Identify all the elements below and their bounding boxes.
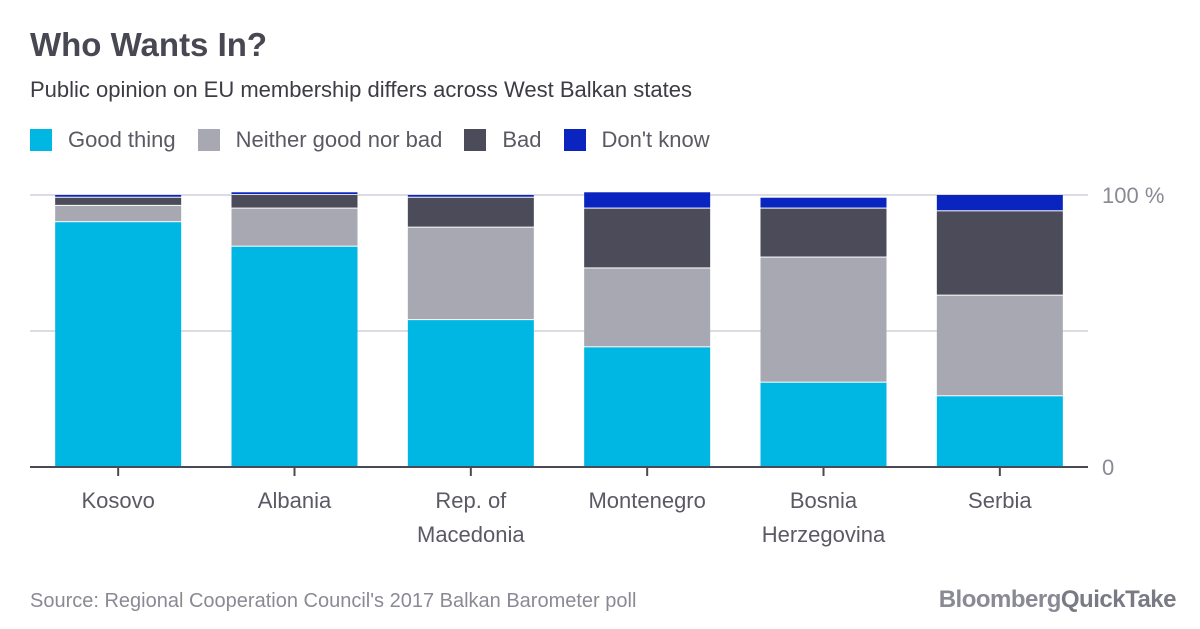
bar-segment <box>760 257 887 382</box>
legend-swatch-good-thing <box>30 129 52 151</box>
x-tick-label: Serbia <box>968 488 1032 513</box>
legend: Good thing Neither good nor bad Bad Don'… <box>30 127 732 153</box>
x-tick-label: Kosovo <box>81 488 154 513</box>
brand-logo: BloombergQuickTake <box>938 586 1177 614</box>
bar-segment <box>231 208 358 246</box>
x-tick-label: Bosnia <box>790 488 858 513</box>
bar-segment <box>936 195 1063 211</box>
bar-segment <box>407 197 534 227</box>
bar-segment <box>936 211 1063 295</box>
bar-segment <box>936 396 1063 466</box>
legend-item-good-thing: Good thing <box>30 127 176 153</box>
legend-swatch-bad <box>464 129 487 151</box>
bar-segment <box>584 192 711 208</box>
bar-segment <box>407 227 534 320</box>
legend-swatch-neither <box>197 129 220 151</box>
source-note: Source: Regional Cooperation Council's 2… <box>30 590 637 612</box>
legend-item-dont-know: Don't know <box>563 127 710 153</box>
bar-segment <box>584 268 711 347</box>
chart-subtitle: Public opinion on EU membership differs … <box>30 77 692 102</box>
bar-segment <box>55 205 182 222</box>
chart-title: Who Wants In? <box>30 26 268 63</box>
legend-label-good-thing: Good thing <box>68 127 176 152</box>
bar-segment <box>760 382 887 466</box>
legend-swatch-dont-know <box>563 129 586 151</box>
legend-item-bad: Bad <box>464 127 542 153</box>
x-tick-label: Montenegro <box>588 488 705 513</box>
bar-segment <box>407 195 534 197</box>
y-tick-label: 100 % <box>1102 183 1164 208</box>
x-tick-label: Herzegovina <box>762 522 886 547</box>
bar-segment <box>231 195 358 208</box>
bar-segment <box>55 222 182 466</box>
legend-item-neither: Neither good nor bad <box>197 127 443 153</box>
bar-segment <box>231 192 358 194</box>
bar-segment <box>936 295 1063 396</box>
x-tick-label: Albania <box>258 488 332 513</box>
x-tick-label: Macedonia <box>417 522 525 547</box>
legend-label-bad: Bad <box>502 127 542 152</box>
bar-segment <box>760 197 887 208</box>
legend-label-dont-know: Don't know <box>601 127 710 152</box>
bar-segment <box>231 246 358 466</box>
brand-part-bloomberg: Bloomberg <box>938 586 1062 613</box>
legend-label-neither: Neither good nor bad <box>235 127 443 152</box>
bar-segment <box>407 320 534 466</box>
bar-segment <box>760 208 887 257</box>
brand-part-quicktake: QuickTake <box>1060 586 1177 613</box>
bar-segment <box>55 195 182 197</box>
y-tick-label: 0 <box>1102 455 1114 480</box>
bar-segment <box>584 347 711 466</box>
x-tick-label: Rep. of <box>435 488 507 513</box>
bar-segment <box>55 197 182 205</box>
bar-segment <box>584 208 711 268</box>
